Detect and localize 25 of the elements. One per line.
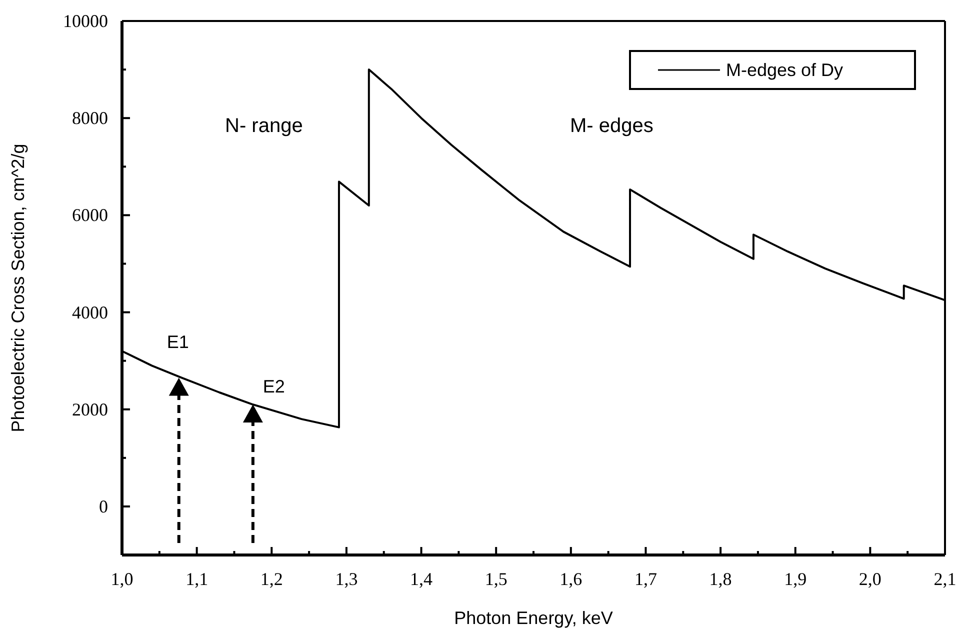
x-tick-label: 2,1 (934, 569, 956, 589)
y-tick-label: 6000 (72, 205, 108, 226)
y-tick-label: 4000 (72, 302, 108, 322)
x-tick-label: 1,1 (186, 569, 208, 589)
x-tick-label: 1,5 (484, 569, 508, 589)
y-tick-label: 10000 (63, 11, 108, 31)
annotation: E1 (166, 332, 189, 352)
x-tick-label: 1,8 (709, 569, 732, 589)
x-tick-label: 2,0 (858, 569, 882, 589)
annotation: E2 (262, 376, 285, 397)
x-tick-label: 1,2 (260, 569, 283, 589)
y-tick-label: 2000 (72, 399, 108, 420)
x-tick-label: 1,9 (784, 569, 807, 589)
y-tick-label: 0 (99, 496, 108, 516)
x-tick-label: 1,3 (335, 569, 358, 589)
x-tick-label: 1,6 (560, 569, 582, 589)
annotation: M- edges (570, 115, 654, 137)
x-axis-title: Photon Energy, keV (454, 608, 613, 628)
y-tick-label: 8000 (72, 108, 108, 128)
legend-label: M-edges of Dy (726, 60, 844, 80)
x-tick-label: 1,0 (110, 569, 134, 589)
x-tick-label: 1,4 (410, 569, 433, 589)
y-axis-title: Photoelectric Cross Section, cm^2/g (8, 144, 28, 432)
x-tick-label: 1,7 (634, 569, 657, 589)
annotation: N- range (225, 115, 303, 137)
